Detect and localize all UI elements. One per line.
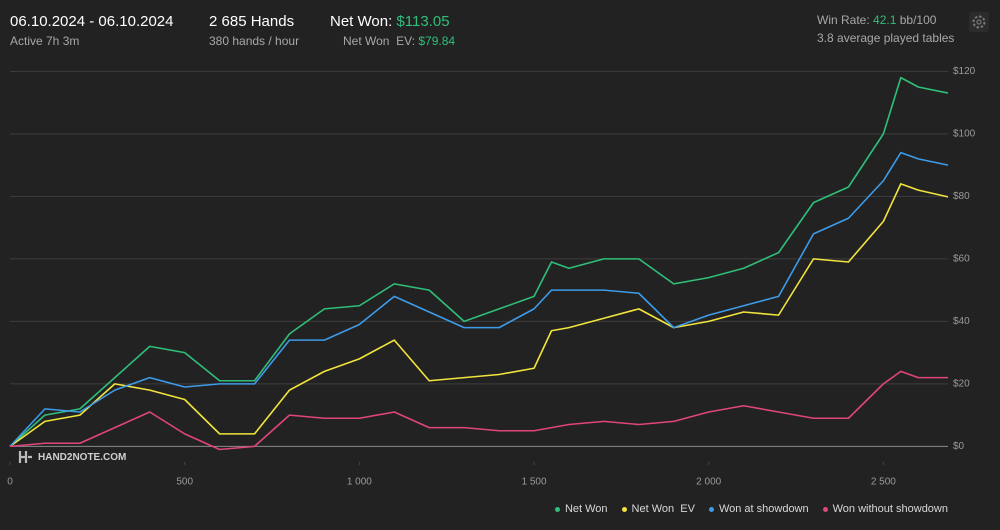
legend-item[interactable]: Won without showdown bbox=[822, 503, 948, 515]
series-line bbox=[9, 76, 949, 447]
x-tick-label: 2 500 bbox=[871, 477, 896, 488]
net-won-label: Net Won: bbox=[330, 13, 393, 30]
legend-item[interactable]: Won at showdown bbox=[708, 503, 809, 515]
hands: 2 685 Hands bbox=[209, 13, 295, 30]
series-line bbox=[9, 151, 949, 447]
y-tick-label: $100 bbox=[953, 129, 976, 140]
net-won-ev-label: Net Won EV: bbox=[343, 34, 416, 48]
legend-dot bbox=[554, 506, 560, 512]
series-line bbox=[9, 183, 949, 448]
net-won: Net Won: $113.05 bbox=[330, 13, 450, 30]
legend: Net Won Net Won EV Won at showdown Won with… bbox=[554, 503, 948, 515]
win-rate: Win Rate: 42.1 bb/100 bbox=[817, 13, 936, 27]
logo-icon bbox=[18, 451, 32, 463]
win-rate-value: 42.1 bbox=[873, 13, 897, 27]
settings-icon[interactable] bbox=[969, 12, 989, 32]
legend-item[interactable]: Net Won bbox=[554, 503, 608, 515]
tick-labels: $0 $20 $40 $60 $80 $100 $120 0 500 1 000 1 500 2 00… bbox=[7, 66, 975, 488]
hands-rate: 380 hands / hour bbox=[209, 34, 300, 48]
date-range: 06.10.2024 - 06.10.2024 bbox=[10, 13, 174, 30]
legend-item[interactable]: Net Won EV bbox=[621, 503, 695, 515]
series-line bbox=[9, 370, 948, 451]
x-tick-label: 500 bbox=[176, 477, 193, 488]
legend-label: Net Won bbox=[564, 503, 608, 515]
y-tick-label: $0 bbox=[953, 441, 965, 452]
y-tick-label: $40 bbox=[953, 316, 970, 327]
logo-text: HAND2NOTE.COM bbox=[38, 451, 127, 463]
x-tick-label: 1 000 bbox=[347, 477, 372, 488]
net-won-ev-value: $79.84 bbox=[418, 34, 456, 48]
x-tick-label: 1 500 bbox=[522, 477, 547, 488]
lines bbox=[9, 76, 949, 451]
x-tick-label: 2 000 bbox=[696, 477, 721, 488]
legend-label: Net Won EV bbox=[631, 503, 695, 515]
gear-center bbox=[976, 19, 982, 25]
tables: 3.8 average played tables bbox=[817, 31, 955, 45]
legend-dot bbox=[708, 506, 714, 512]
legend-label: Won without showdown bbox=[832, 503, 948, 515]
y-tick-label: $80 bbox=[953, 191, 970, 202]
active-time: Active 7h 3m bbox=[10, 34, 80, 48]
legend-dot bbox=[621, 506, 627, 512]
y-tick-label: $20 bbox=[953, 379, 970, 390]
legend-label: Won at showdown bbox=[718, 503, 809, 515]
y-tick-label: $120 bbox=[953, 66, 976, 77]
legend-dot bbox=[822, 506, 828, 512]
net-won-value: $113.05 bbox=[396, 13, 450, 30]
gear bbox=[972, 15, 986, 29]
grid bbox=[10, 70, 948, 447]
logo: HAND2NOTE.COM bbox=[18, 449, 126, 465]
win-rate-label: Win Rate: bbox=[817, 13, 870, 27]
win-rate-unit: bb/100 bbox=[899, 13, 937, 27]
settings-button[interactable] bbox=[969, 12, 989, 32]
y-tick-label: $60 bbox=[953, 254, 970, 265]
x-tick-label: 0 bbox=[7, 477, 13, 488]
net-won-ev: Net Won EV: $79.84 bbox=[343, 34, 455, 48]
